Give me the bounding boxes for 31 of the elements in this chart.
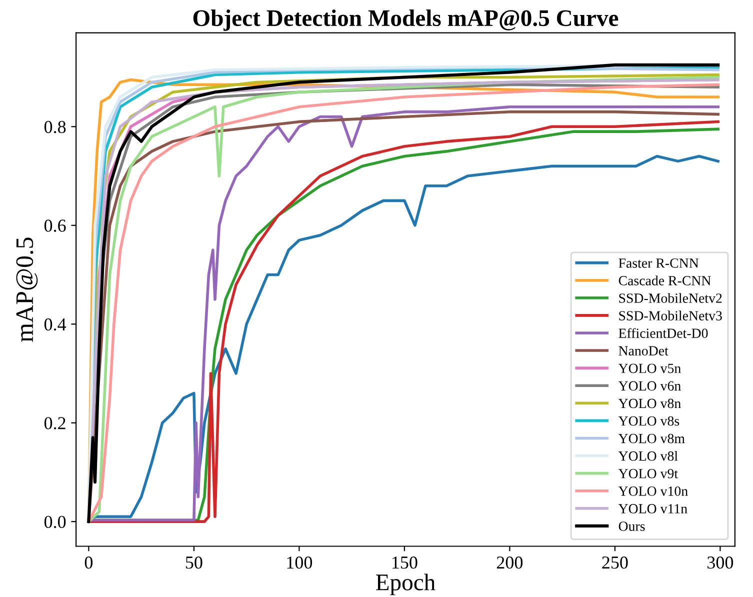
legend-label: YOLO v8s — [618, 416, 680, 426]
y-tick-label: 0.6 — [44, 220, 66, 232]
legend-label: YOLO v9t — [618, 468, 678, 478]
legend-label: NanoDet — [618, 346, 668, 356]
x-tick-label: 250 — [602, 556, 628, 569]
y-tick-label: 0.2 — [44, 417, 66, 430]
legend-label: Ours — [618, 522, 645, 531]
legend-label: Faster R-CNN — [618, 258, 699, 268]
legend-label: YOLO v11n — [618, 504, 688, 514]
legend-label: YOLO v8n — [618, 398, 681, 408]
x-axis-title: Epoch — [376, 574, 436, 596]
x-tick-label: 150 — [392, 556, 418, 569]
y-tick-label: 0.4 — [44, 318, 66, 331]
legend-label: YOLO v5n — [618, 364, 681, 374]
y-axis-title: mAP@0.5 — [16, 238, 38, 342]
x-tick-label: 100 — [287, 556, 312, 569]
legend-label: YOLO v8l — [618, 450, 678, 461]
x-tick-label: 50 — [186, 556, 202, 569]
chart-title: Object Detection Models mAP@0.5 Curve — [193, 10, 618, 31]
y-tick-label: 0.8 — [44, 120, 66, 134]
legend-label: YOLO v6n — [618, 381, 681, 391]
legend-label: Cascade R-CNN — [618, 276, 711, 286]
legend-label: SSD-MobileNetv3 — [619, 310, 722, 320]
legend-label: YOLO v8m — [618, 434, 685, 444]
legend-label: YOLO v10n — [618, 486, 688, 496]
x-tick-label: 0 — [84, 556, 93, 569]
x-tick-label: 300 — [708, 556, 734, 569]
legend-label: SSD-MobileNetv2 — [619, 293, 722, 303]
y-tick-label: 0.0 — [44, 516, 66, 528]
x-tick-label: 200 — [496, 556, 523, 569]
legend-label: EfficientDet-D0 — [618, 328, 708, 338]
